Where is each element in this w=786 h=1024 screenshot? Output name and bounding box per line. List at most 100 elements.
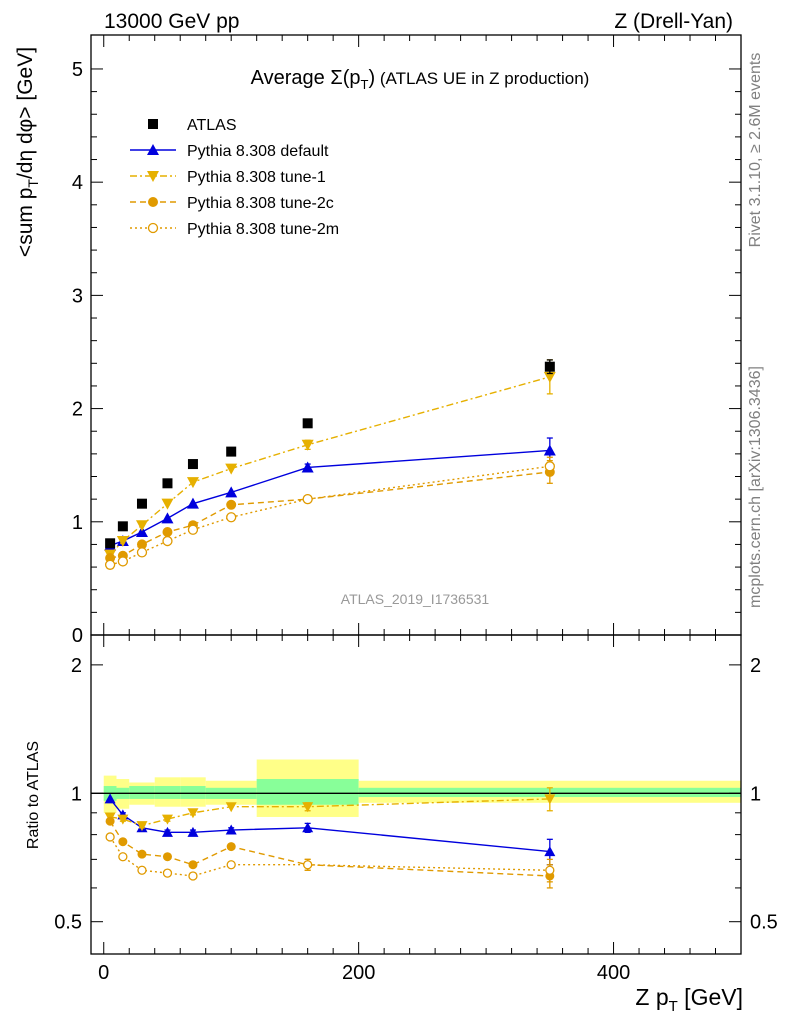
main-point-tune2m <box>226 512 237 523</box>
legend-label-tune2m: Pythia 8.308 tune-2m <box>187 221 339 238</box>
mcplots-label: mcplots.cern.ch [arXiv:1306.3436] <box>747 366 764 608</box>
main-point-tune2m <box>302 494 313 505</box>
main-ytick-label: 0 <box>72 625 83 647</box>
ratio-point-tune1 <box>187 808 199 819</box>
main-point-tune2m <box>162 535 173 547</box>
ratio-band-inner <box>256 779 359 805</box>
ratio-point-tune2c <box>226 842 236 852</box>
ratio-ytick-label-right: 2 <box>750 655 761 677</box>
main-point-tune1 <box>225 463 238 475</box>
ratio-band-inner <box>154 786 181 799</box>
header-right: Z (Drell-Yan) <box>614 10 733 33</box>
ratio-point-tune2m <box>118 852 128 862</box>
main-point-tune2m <box>187 524 199 535</box>
main-point-default <box>135 525 148 537</box>
ratio-point-tune2c <box>137 849 147 859</box>
ratio-plot-frame <box>90 634 742 955</box>
ratio-ylabel: Ratio to ATLAS <box>25 741 42 849</box>
main-ytick-label: 1 <box>72 512 83 534</box>
analysis-watermark: ATLAS_2019_I1736531 <box>341 591 490 607</box>
main-point-atlas <box>136 498 147 509</box>
legend-label-tune2c: Pythia 8.308 tune-2c <box>187 195 334 212</box>
ratio-point-tune2m <box>303 860 313 870</box>
ratio-ytick-label-left: 2 <box>71 655 82 677</box>
ratio-line-tune2c <box>109 820 550 877</box>
main-point-default <box>543 444 556 456</box>
legend-marker-tune2m <box>147 222 159 234</box>
ratio-point-tune2m <box>162 868 173 878</box>
main-title: Average Σ(pT) (ATLAS UE in Z production) <box>251 67 590 92</box>
ratio-ytick-label-right: 1 <box>750 783 761 805</box>
ratio-point-tune1 <box>225 802 237 813</box>
ratio-point-default <box>225 824 237 835</box>
xtick-label: 0 <box>98 962 109 984</box>
ratio-band-inner <box>180 786 206 799</box>
ratio-point-tune1 <box>117 814 129 825</box>
ratio-point-tune2m <box>226 860 236 870</box>
ratio-point-tune2m <box>188 871 198 881</box>
ratio-ytick-label-right: 0.5 <box>750 912 778 934</box>
ratio-point-tune2c <box>105 816 115 826</box>
main-point-tune1 <box>543 371 556 383</box>
ratio-point-tune2c <box>118 837 128 847</box>
legend-label-atlas: ATLAS <box>187 117 237 134</box>
ratio-line-tune1 <box>110 798 550 827</box>
main-point-tune2c <box>136 539 147 550</box>
xlabel: Z pT [GeV] <box>635 984 743 1015</box>
main-point-atlas <box>105 538 116 549</box>
main-line-default <box>109 449 550 547</box>
main-point-tune2c <box>226 499 237 510</box>
main-point-atlas <box>187 459 198 470</box>
legend-marker-tune1 <box>147 171 159 182</box>
legend-marker-tune2c <box>148 197 158 207</box>
legend-label-tune1: Pythia 8.308 tune-1 <box>187 169 326 186</box>
ratio-point-tune1 <box>136 821 148 832</box>
ratio-point-tune1 <box>544 794 556 805</box>
main-point-atlas <box>117 521 128 532</box>
main-point-tune2c <box>162 526 173 537</box>
legend-marker-default <box>147 144 159 155</box>
rivet-label: Rivet 3.1.10, ≥ 2.6M events <box>747 53 764 248</box>
main-point-tune2m <box>104 559 116 570</box>
legend-marker-atlas <box>148 119 158 129</box>
ratio-line-tune2m <box>109 836 550 877</box>
main-point-tune2m <box>136 547 148 558</box>
header-left: 13000 GeV pp <box>104 10 239 33</box>
main-point-tune1 <box>116 536 129 548</box>
main-point-tune1 <box>301 439 314 451</box>
main-line-tune2m <box>109 465 550 566</box>
main-point-default <box>186 497 199 509</box>
main-ylabel: <sum pT/dη dφ> [GeV] <box>14 47 41 257</box>
ratio-point-default <box>302 822 314 833</box>
ratio-point-default <box>544 846 556 857</box>
ratio-point-tune2c <box>162 852 172 862</box>
ratio-point-tune1 <box>302 802 314 813</box>
main-point-atlas <box>226 446 237 457</box>
ratio-point-tune2m <box>105 832 115 842</box>
xtick-label: 200 <box>342 962 375 984</box>
ratio-band-inner <box>129 786 155 799</box>
main-point-tune1 <box>186 477 199 489</box>
main-line-tune1 <box>109 376 551 556</box>
legend-label-default: Pythia 8.308 default <box>187 143 329 160</box>
plot-layer: 0 1 2 3 4 5 0.5 0.5 1 1 2 2 0 200 400 ATLAS Pythia 8.308… <box>54 34 778 984</box>
main-ytick-label: 4 <box>72 172 83 194</box>
ratio-point-default <box>104 793 116 804</box>
main-point-atlas <box>162 478 173 489</box>
main-ytick-label: 2 <box>72 399 83 421</box>
main-point-tune1 <box>161 498 174 510</box>
main-point-tune2m <box>544 461 555 472</box>
xtick-label: 400 <box>597 962 630 984</box>
main-point-tune1 <box>135 520 148 532</box>
main-ytick-label: 5 <box>72 59 83 81</box>
main-point-atlas <box>544 361 555 372</box>
main-point-default <box>161 512 174 524</box>
ratio-point-tune2c <box>188 860 198 870</box>
main-point-atlas <box>302 418 313 429</box>
main-point-default <box>301 461 314 473</box>
main-point-default <box>225 486 238 498</box>
ratio-point-tune2m <box>137 865 147 875</box>
ratio-ytick-label-left: 0.5 <box>54 912 82 934</box>
ratio-point-default <box>161 826 173 837</box>
